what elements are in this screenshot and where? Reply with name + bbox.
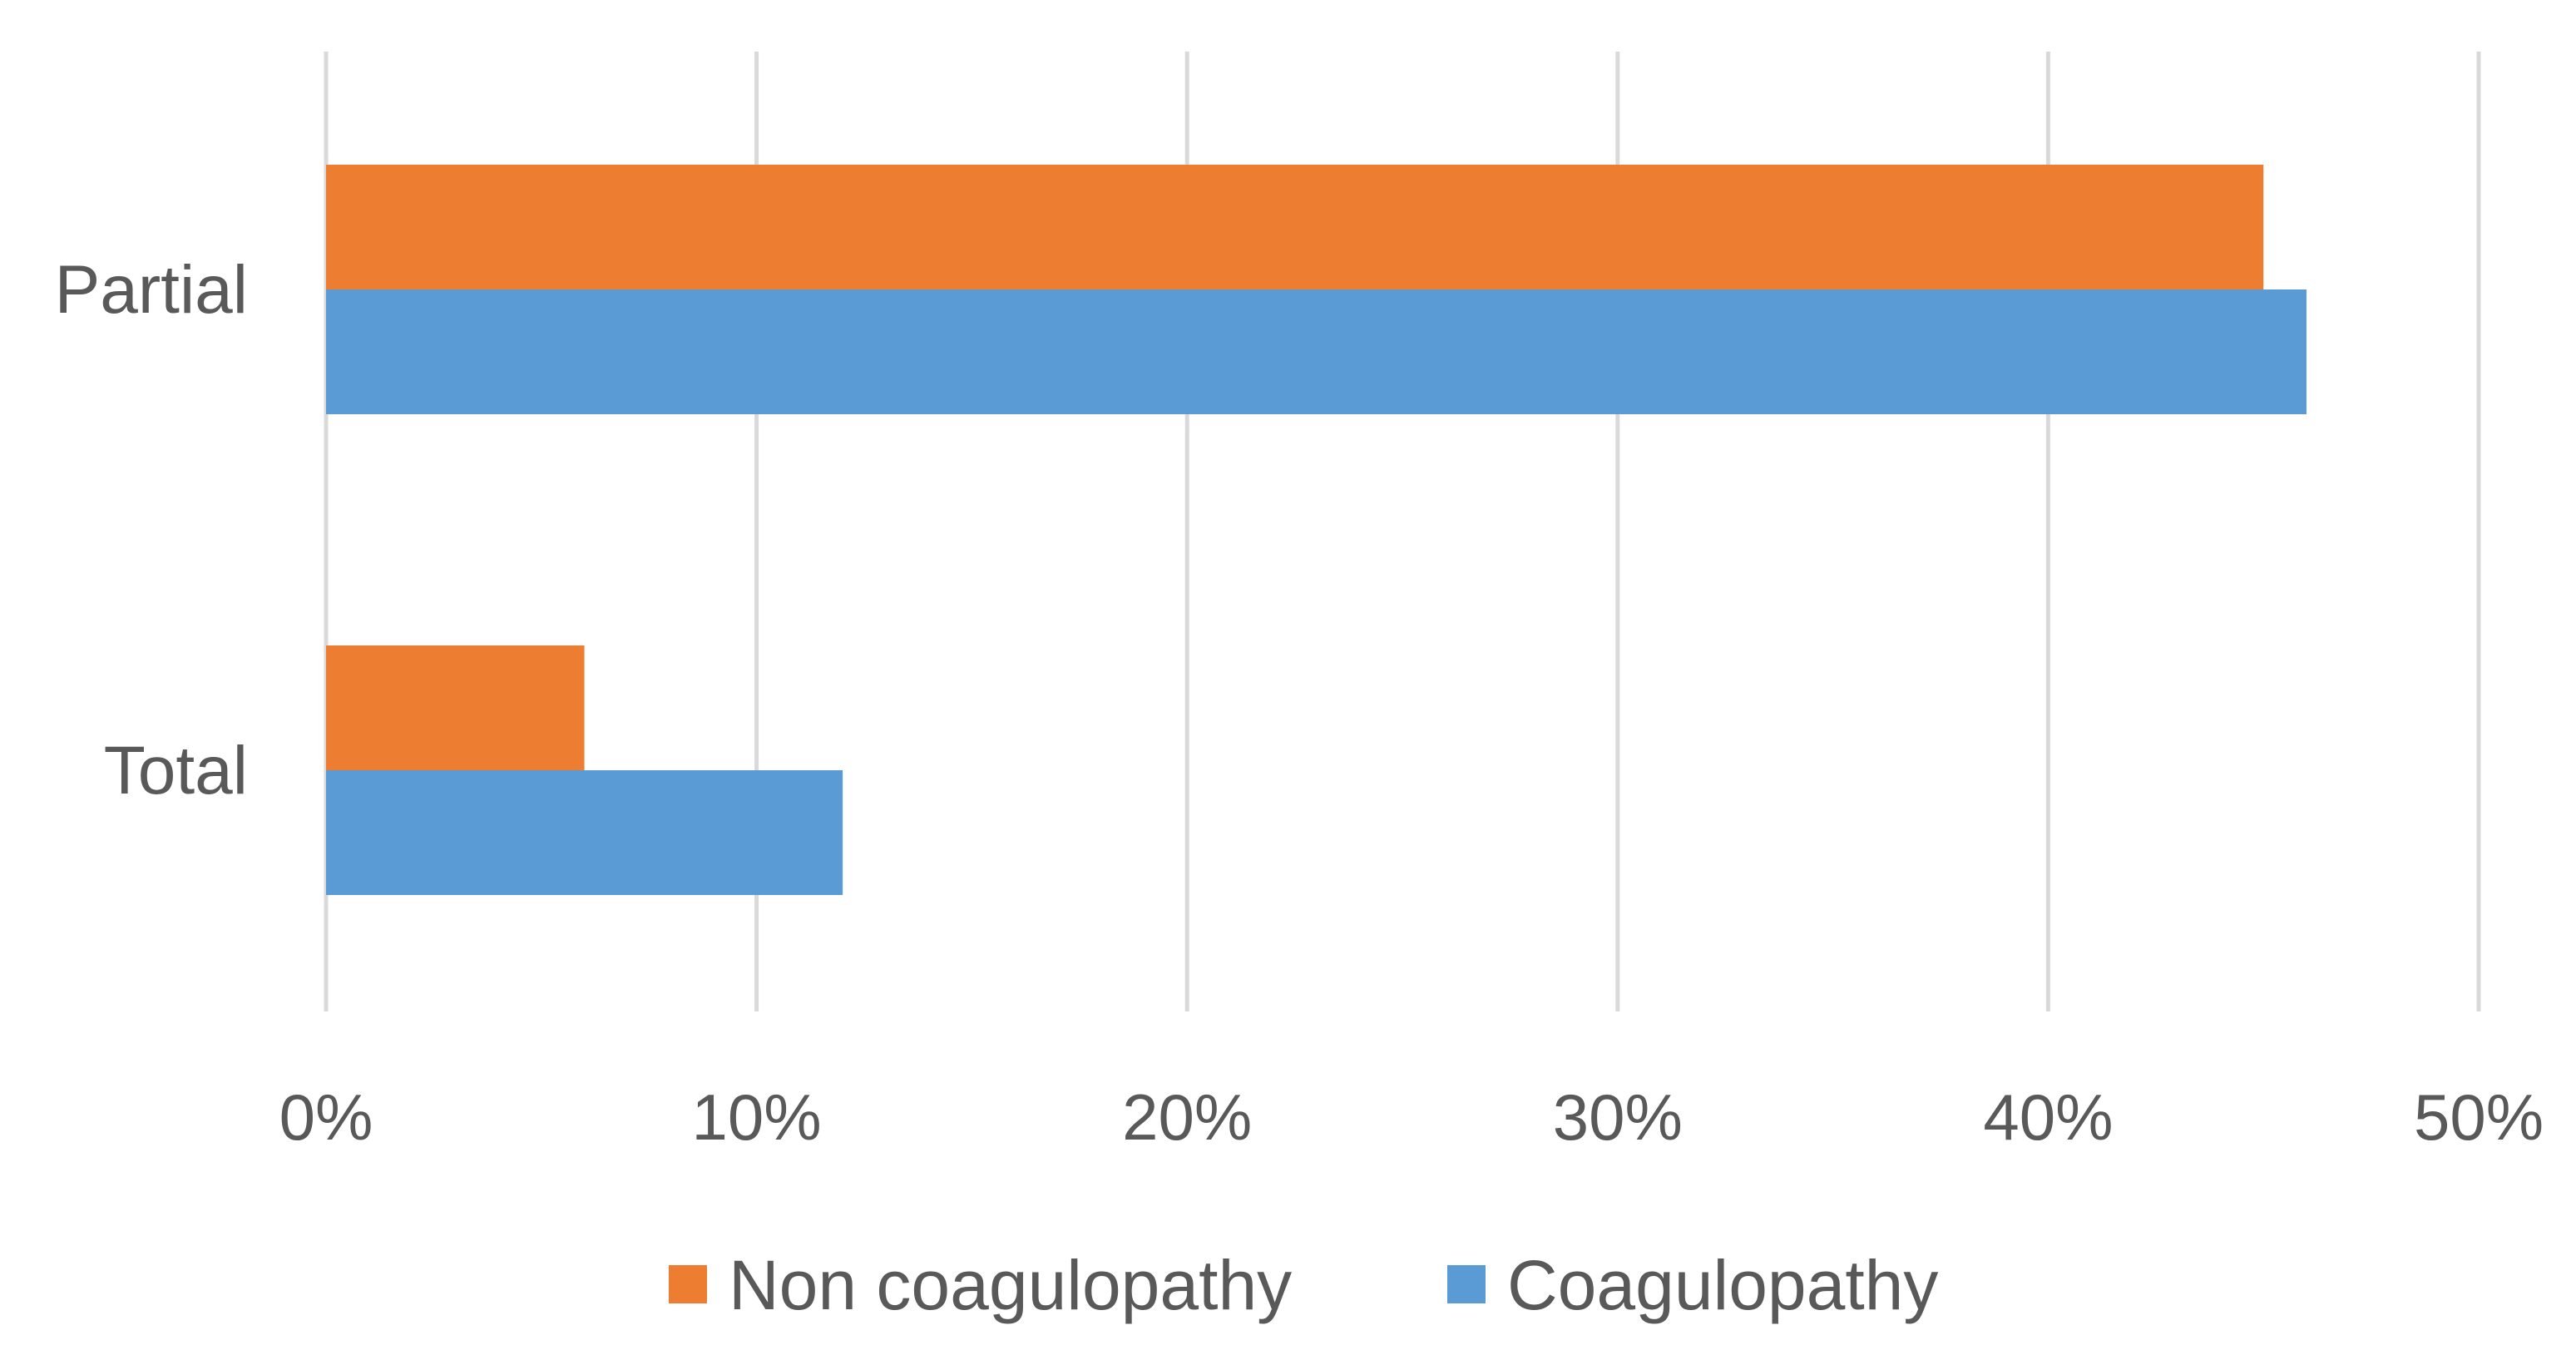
- x-tick-label: 10%: [692, 1080, 822, 1154]
- x-tick-labels: 0% 10% 20% 30% 40% 50%: [279, 1080, 2544, 1154]
- bar-total-coagulopathy: [326, 770, 843, 895]
- bars: [326, 165, 2307, 895]
- bar-partial-non-coagulopathy: [326, 165, 2264, 289]
- category-label: Total: [104, 733, 248, 808]
- legend-label: Coagulopathy: [1507, 1246, 1938, 1324]
- x-tick-label: 30%: [1553, 1080, 1683, 1154]
- legend-label: Non coagulopathy: [729, 1246, 1292, 1324]
- bar-partial-coagulopathy: [326, 289, 2307, 414]
- bar-total-non-coagulopathy: [326, 645, 585, 770]
- legend-swatch: [669, 1265, 707, 1303]
- legend: Non coagulopathy Coagulopathy: [669, 1246, 1938, 1324]
- category-labels: Partial Total: [55, 252, 248, 808]
- category-label: Partial: [55, 252, 248, 328]
- x-tick-label: 50%: [2414, 1080, 2544, 1154]
- x-tick-label: 20%: [1122, 1080, 1252, 1154]
- x-tick-label: 0%: [279, 1080, 373, 1154]
- x-tick-label: 40%: [1983, 1080, 2113, 1154]
- legend-swatch: [1447, 1265, 1486, 1303]
